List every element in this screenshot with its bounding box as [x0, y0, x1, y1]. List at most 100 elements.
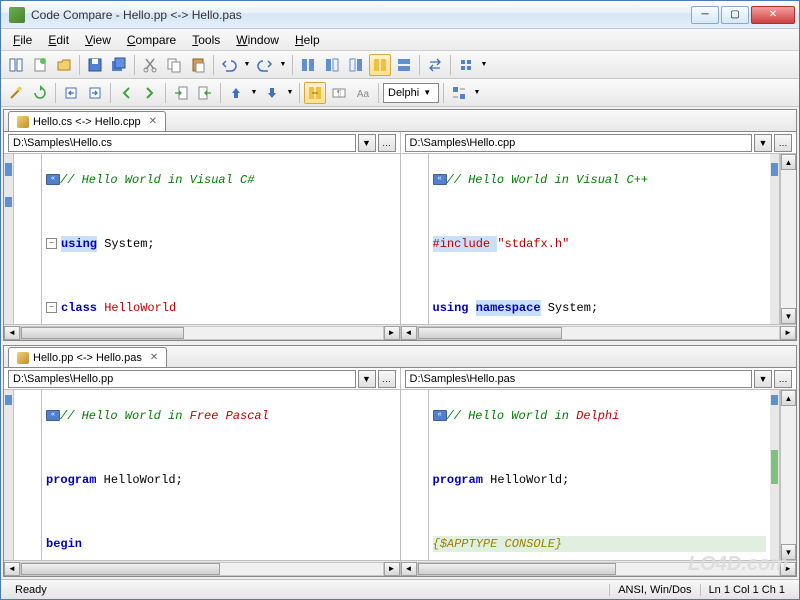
gutter [401, 154, 429, 324]
statusbar: Ready ANSI, Win/Dos Ln 1 Col 1 Ch 1 [1, 579, 799, 599]
gutter [401, 390, 429, 560]
compare-bottom: Hello.pp <-> Hello.pas ✕ ▼ … « // Hello … [3, 345, 797, 577]
menu-edit[interactable]: Edit [40, 31, 77, 49]
path-browse-icon[interactable]: … [774, 134, 792, 152]
options-icon[interactable] [455, 54, 477, 76]
bookmark-down-icon[interactable] [261, 82, 283, 104]
path-dropdown-icon[interactable]: ▼ [358, 370, 376, 388]
insert-left-icon[interactable] [170, 82, 192, 104]
status-ready: Ready [7, 584, 609, 596]
undo-dropdown-icon[interactable]: ▼ [242, 54, 252, 76]
bookmark-up-icon[interactable] [225, 82, 247, 104]
next-diff-icon[interactable] [139, 82, 161, 104]
new-compare-icon[interactable] [5, 54, 27, 76]
minimize-button[interactable]: ─ [691, 6, 719, 24]
view-mode-dropdown[interactable]: ▼ [472, 82, 482, 104]
layout-3-icon[interactable] [345, 54, 367, 76]
diff-overview-left[interactable] [4, 390, 14, 560]
app-window: Code Compare - Hello.pp <-> Hello.pas ─ … [0, 0, 800, 600]
pane-bot-right: ▼ … « // Hello World in Delphi program H… [401, 368, 797, 576]
path-dropdown-icon[interactable]: ▼ [754, 134, 772, 152]
toolbar-main: ▼ ▼ ▼ [1, 51, 799, 79]
path-dropdown-icon[interactable]: ▼ [358, 134, 376, 152]
redo-dropdown-icon[interactable]: ▼ [278, 54, 288, 76]
tab-close-icon[interactable]: ✕ [149, 116, 157, 127]
window-title: Code Compare - Hello.pp <-> Hello.pas [31, 8, 691, 22]
diff-overview-right[interactable] [770, 390, 780, 560]
paste-icon[interactable] [187, 54, 209, 76]
titlebar: Code Compare - Hello.pp <-> Hello.pas ─ … [1, 1, 799, 29]
menu-tools[interactable]: Tools [184, 31, 228, 49]
sync-scroll-icon[interactable] [304, 82, 326, 104]
code-editor-bot-left[interactable]: « // Hello World in Free Pascal program … [42, 390, 400, 560]
svg-text:¶: ¶ [337, 89, 341, 98]
path-input-top-left[interactable] [8, 134, 356, 152]
menu-compare[interactable]: Compare [119, 31, 184, 49]
compare-top: Hello.cs <-> Hello.cpp ✕ ▼ … [3, 109, 797, 341]
new-doc-icon[interactable] [29, 54, 51, 76]
tab-close-icon[interactable]: ✕ [150, 352, 158, 363]
vscroll-bot-right[interactable]: ▲▼ [780, 390, 796, 560]
diff-overview-right[interactable] [770, 154, 780, 324]
hscroll-bot-left[interactable]: ◄► [4, 560, 400, 576]
layout-4-icon[interactable] [369, 54, 391, 76]
menu-view[interactable]: View [77, 31, 119, 49]
refresh-icon[interactable] [29, 82, 51, 104]
svg-text:Aa: Aa [357, 89, 370, 100]
path-dropdown-icon[interactable]: ▼ [754, 370, 772, 388]
code-editor-bot-right[interactable]: « // Hello World in Delphi program Hello… [429, 390, 771, 560]
bookmark-up-dropdown[interactable]: ▼ [249, 82, 259, 104]
status-encoding: ANSI, Win/Dos [609, 584, 699, 596]
bookmark-down-dropdown[interactable]: ▼ [285, 82, 295, 104]
tab-bottom[interactable]: Hello.pp <-> Hello.pas ✕ [8, 347, 167, 367]
whitespace-icon[interactable]: ¶ [328, 82, 350, 104]
cut-icon[interactable] [139, 54, 161, 76]
maximize-button[interactable]: ▢ [721, 6, 749, 24]
case-icon[interactable]: Aa [352, 82, 374, 104]
pane-top-right: ▼ … « // Hello World in Visual C++ #incl… [401, 132, 797, 340]
hscroll-top-left[interactable]: ◄► [4, 324, 400, 340]
copy-left-icon[interactable] [60, 82, 82, 104]
tabstrip-top: Hello.cs <-> Hello.cpp ✕ [4, 110, 796, 132]
tab-top[interactable]: Hello.cs <-> Hello.cpp ✕ [8, 111, 166, 131]
vscroll-top-right[interactable]: ▲▼ [780, 154, 796, 324]
layout-1-icon[interactable] [297, 54, 319, 76]
path-input-bot-left[interactable] [8, 370, 356, 388]
layout-5-icon[interactable] [393, 54, 415, 76]
code-editor-top-left[interactable]: « // Hello World in Visual C# −using Sys… [42, 154, 400, 324]
copy-right-icon[interactable] [84, 82, 106, 104]
menubar: File Edit View Compare Tools Window Help [1, 29, 799, 51]
view-mode-icon[interactable] [448, 82, 470, 104]
close-button[interactable]: ✕ [751, 6, 795, 24]
prev-diff-icon[interactable] [115, 82, 137, 104]
undo-icon[interactable] [218, 54, 240, 76]
workspace: Hello.cs <-> Hello.cpp ✕ ▼ … [1, 107, 799, 579]
path-input-top-right[interactable] [405, 134, 753, 152]
path-input-bot-right[interactable] [405, 370, 753, 388]
hscroll-top-right[interactable]: ◄► [401, 324, 797, 340]
save-icon[interactable] [84, 54, 106, 76]
options-dropdown-icon[interactable]: ▼ [479, 54, 489, 76]
layout-2-icon[interactable] [321, 54, 343, 76]
gutter [14, 154, 42, 324]
code-editor-top-right[interactable]: « // Hello World in Visual C++ #include … [429, 154, 771, 324]
insert-right-icon[interactable] [194, 82, 216, 104]
save-all-icon[interactable] [108, 54, 130, 76]
diff-overview-left[interactable] [4, 154, 14, 324]
status-position: Ln 1 Col 1 Ch 1 [700, 584, 793, 596]
language-combo[interactable]: Delphi▼ [383, 83, 439, 103]
path-browse-icon[interactable]: … [774, 370, 792, 388]
redo-icon[interactable] [254, 54, 276, 76]
pane-top-left: ▼ … « // Hello World in Visual C# −using… [4, 132, 401, 340]
menu-window[interactable]: Window [228, 31, 287, 49]
menu-help[interactable]: Help [287, 31, 328, 49]
hscroll-bot-right[interactable]: ◄► [401, 560, 797, 576]
tool-wand-icon[interactable] [5, 82, 27, 104]
swap-icon[interactable] [424, 54, 446, 76]
tab-icon [17, 352, 29, 364]
copy-icon[interactable] [163, 54, 185, 76]
open-icon[interactable] [53, 54, 75, 76]
path-browse-icon[interactable]: … [378, 134, 396, 152]
menu-file[interactable]: File [5, 31, 40, 49]
path-browse-icon[interactable]: … [378, 370, 396, 388]
